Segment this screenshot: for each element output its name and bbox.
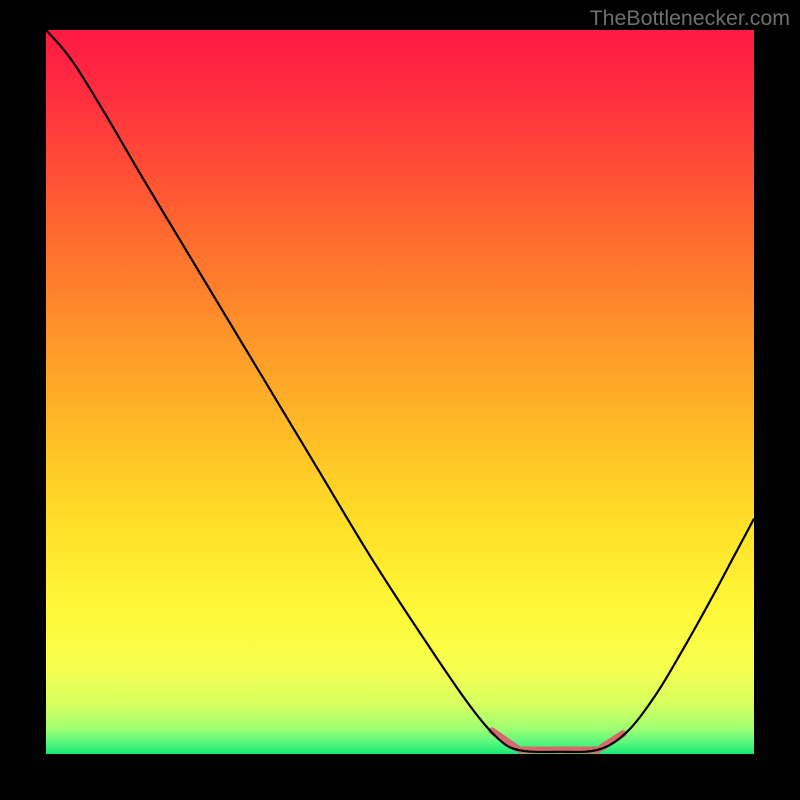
watermark-text: TheBottlenecker.com <box>590 6 790 31</box>
frame-bar <box>754 0 800 800</box>
bottleneck-chart <box>0 0 800 800</box>
frame-bar <box>0 0 46 800</box>
plot-background <box>46 30 754 754</box>
frame-bar <box>0 754 800 800</box>
chart-stage: TheBottlenecker.com <box>0 0 800 800</box>
